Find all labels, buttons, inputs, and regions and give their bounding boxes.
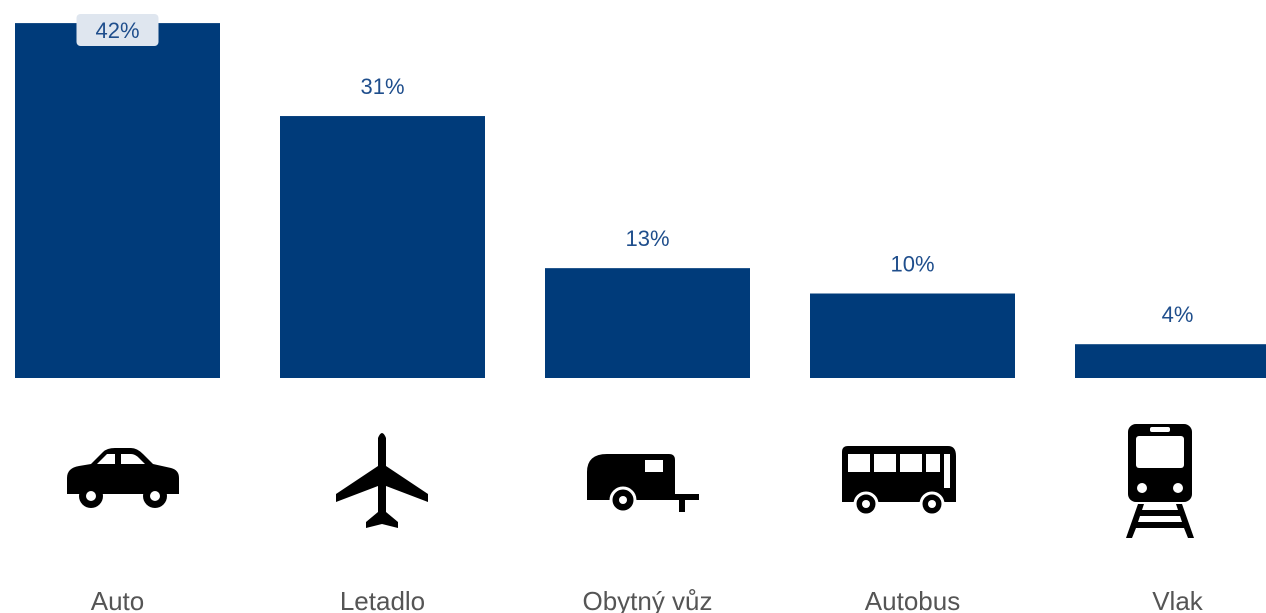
category-label: Vlak [1152,586,1204,613]
category-label: Letadlo [340,586,425,613]
bar [1075,344,1266,378]
value-label: 42% [95,18,139,43]
value-label: 13% [625,226,669,251]
bar [15,23,220,378]
category-label: Auto [91,586,145,613]
category-label: Autobus [865,586,960,613]
value-label: 4% [1162,302,1194,327]
value-label: 10% [890,252,934,277]
value-label-box [76,14,159,46]
car-icon [67,448,179,508]
train-icon [1126,424,1194,538]
value-label: 31% [360,74,404,99]
icons [67,424,1194,538]
bar [545,268,750,378]
bus-icon [842,446,956,517]
bar [810,293,1015,378]
bar [280,116,485,379]
plane-icon [336,433,428,528]
category-label: Obytný vůz [582,586,712,613]
caravan-icon [587,454,699,514]
